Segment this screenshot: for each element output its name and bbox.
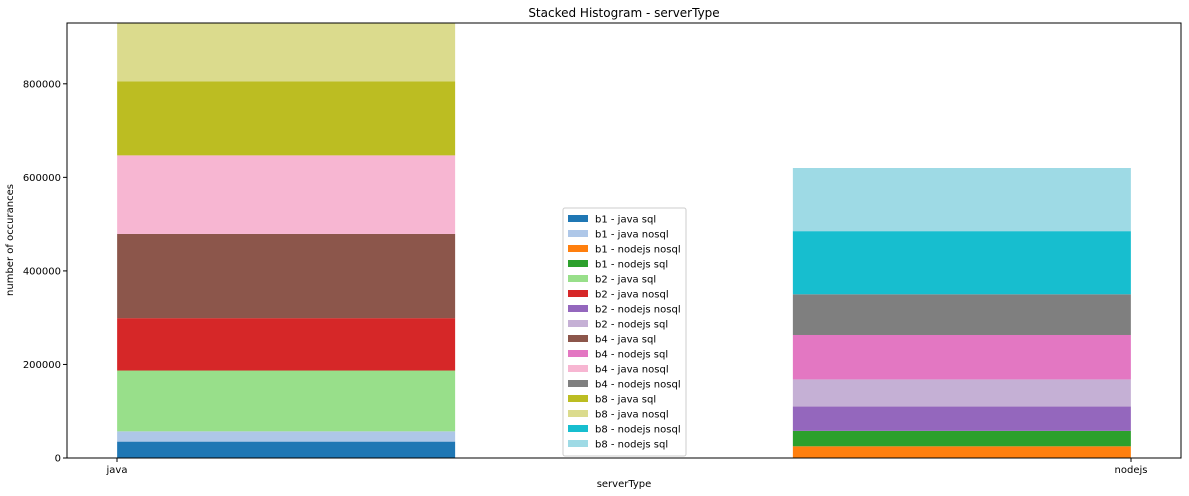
bar-segment-5-java — [117, 370, 456, 432]
bar-segment-1-java — [117, 441, 456, 458]
legend-label-1: b1 - java sql — [595, 215, 656, 226]
legend-label-6: b2 - java nosql — [595, 290, 669, 301]
x-tick-label-java: java — [106, 465, 128, 476]
legend-swatch-8 — [568, 320, 588, 327]
legend-label-10: b4 - nodejs sql — [595, 350, 668, 361]
legend-label-9: b4 - java sql — [595, 335, 656, 346]
y-tick-label: 600000 — [23, 173, 61, 184]
y-axis-label: number of occurances — [5, 184, 16, 296]
y-tick-label: 200000 — [23, 360, 61, 371]
legend-label-8: b2 - nodejs sql — [595, 320, 668, 331]
legend-swatch-13 — [568, 395, 588, 402]
y-tick-label: 0 — [55, 454, 61, 465]
legend-label-4: b1 - nodejs sql — [595, 260, 668, 271]
legend-swatch-1 — [568, 215, 588, 222]
legend-swatch-15 — [568, 425, 588, 432]
legend-swatch-7 — [568, 305, 588, 312]
bar-segment-8-nodejs — [792, 379, 1131, 407]
legend-swatch-4 — [568, 260, 588, 267]
x-axis-label: serverType — [597, 479, 652, 490]
bar-segment-2-java — [117, 431, 456, 442]
legend-swatch-14 — [568, 410, 588, 417]
legend-swatch-10 — [568, 350, 588, 357]
legend-label-13: b8 - java sql — [595, 395, 656, 406]
bar-segment-9-java — [117, 233, 456, 319]
y-tick-label: 800000 — [23, 79, 61, 90]
bar-segment-3-nodejs — [792, 446, 1131, 458]
bar-segment-14-java — [117, 23, 456, 82]
x-tick-label-nodejs: nodejs — [1115, 465, 1148, 476]
legend-label-16: b8 - nodejs sql — [595, 440, 668, 451]
legend-swatch-6 — [568, 290, 588, 297]
legend-label-15: b8 - nodejs nosql — [595, 425, 681, 436]
legend-swatch-12 — [568, 380, 588, 387]
legend-swatch-3 — [568, 245, 588, 252]
chart-title: Stacked Histogram - serverType — [528, 6, 719, 20]
y-tick-label: 400000 — [23, 266, 61, 277]
legend-swatch-16 — [568, 440, 588, 447]
legend: b1 - java sql b1 - java nosql b1 - nodejs … — [562, 207, 687, 457]
bar-segment-7-nodejs — [792, 406, 1131, 431]
bar-segment-16-nodejs — [792, 168, 1131, 232]
bar-segment-4-nodejs — [792, 430, 1131, 447]
legend-swatch-2 — [568, 230, 588, 237]
bar-segment-6-java — [117, 318, 456, 371]
legend-swatch-9 — [568, 335, 588, 342]
legend-label-2: b1 - java nosql — [595, 230, 669, 241]
bar-segment-10-nodejs — [792, 334, 1131, 380]
legend-box — [562, 207, 687, 457]
legend-label-14: b8 - java nosql — [595, 410, 669, 421]
bar-segment-12-nodejs — [792, 294, 1131, 335]
legend-label-7: b2 - nodejs nosql — [595, 305, 681, 316]
plot-frame — [66, 22, 1182, 459]
bars-group — [117, 23, 1131, 458]
bar-segment-15-nodejs — [792, 231, 1131, 295]
legend-label-12: b4 - nodejs nosql — [595, 380, 681, 391]
y-axis: 0 200000 400000 600000 800000 — [23, 79, 67, 465]
legend-label-3: b1 - nodejs nosql — [595, 245, 681, 256]
bar-segment-13-java — [117, 81, 456, 156]
legend-label-5: b2 - java sql — [595, 275, 656, 286]
legend-label-11: b4 - java nosql — [595, 365, 669, 376]
bar-segment-11-java — [117, 155, 456, 234]
x-axis: java nodejs — [106, 458, 1148, 476]
legend-swatch-5 — [568, 275, 588, 282]
legend-swatch-11 — [568, 365, 588, 372]
